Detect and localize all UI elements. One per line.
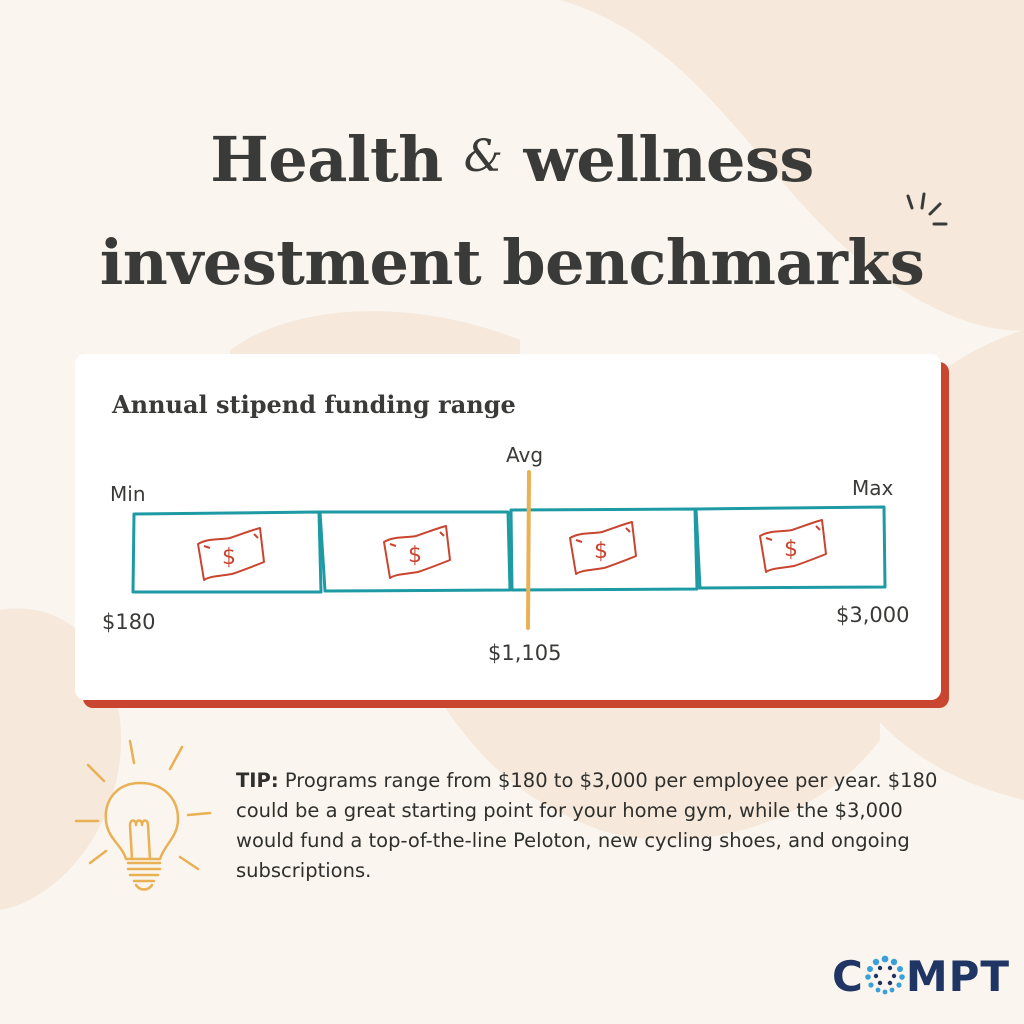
logo-letters-mpt: MPT xyxy=(905,952,1011,1001)
svg-text:$: $ xyxy=(222,545,236,570)
bill-box-2 xyxy=(318,510,512,593)
card-title: Annual stipend funding range xyxy=(112,390,516,419)
max-value: $3,000 xyxy=(836,603,910,627)
tip-body: Programs range from $180 to $3,000 per e… xyxy=(236,769,938,882)
logo-letter-c: C xyxy=(832,952,864,1001)
max-label: Max xyxy=(852,476,894,500)
avg-marker-line xyxy=(526,470,531,630)
dollar-bill-icon: $ xyxy=(759,519,827,573)
min-label: Min xyxy=(110,482,146,506)
title-ampersand: & xyxy=(463,131,503,182)
bill-box-3 xyxy=(509,507,699,592)
title-word-wellness: wellness xyxy=(523,123,815,196)
svg-text:$: $ xyxy=(784,537,798,562)
avg-value: $1,105 xyxy=(488,641,562,665)
title-line-2: investment benchmarks xyxy=(99,226,925,299)
light-bulb-icon xyxy=(74,739,212,891)
sparkle-icon xyxy=(906,192,948,226)
min-value: $180 xyxy=(102,610,156,634)
dollar-bill-icon: $ xyxy=(569,521,637,575)
title-line-1: Health & wellness xyxy=(0,112,1024,215)
tip-lead: TIP: xyxy=(236,769,279,792)
svg-text:$: $ xyxy=(408,543,422,568)
bill-boxes xyxy=(131,505,887,594)
avg-label: Avg xyxy=(506,443,544,467)
dollar-bill-icon: $ xyxy=(197,527,265,581)
tip-text: TIP: Programs range from $180 to $3,000 … xyxy=(236,766,956,886)
bill-box-1 xyxy=(131,510,323,594)
dollar-bills: $ $ $ $ xyxy=(197,519,827,581)
bill-box-4 xyxy=(694,505,887,590)
svg-text:$: $ xyxy=(594,539,608,564)
page-title: Health & wellness investment benchmarks xyxy=(0,112,1024,311)
dollar-bill-icon: $ xyxy=(383,525,451,579)
logo-dot-o-icon xyxy=(864,955,906,995)
title-word-health: Health xyxy=(210,123,443,196)
compt-logo: C MPT xyxy=(832,952,1010,1001)
